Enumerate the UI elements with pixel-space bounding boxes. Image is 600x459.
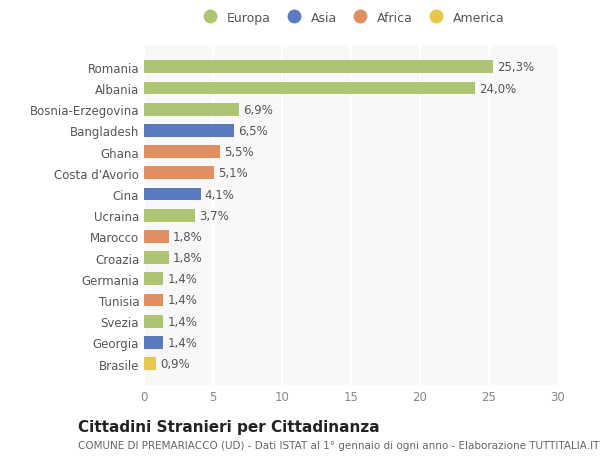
Text: 5,1%: 5,1% [218, 167, 248, 180]
Bar [144, 146, 220, 159]
Text: 25,3%: 25,3% [497, 61, 535, 74]
Bar [144, 104, 239, 116]
Text: 0,9%: 0,9% [161, 357, 190, 370]
Bar [144, 125, 234, 138]
Text: Cittadini Stranieri per Cittadinanza: Cittadini Stranieri per Cittadinanza [78, 419, 380, 434]
Text: 1,4%: 1,4% [167, 336, 197, 349]
Text: 3,7%: 3,7% [199, 209, 229, 222]
Bar [144, 209, 195, 222]
Bar [144, 273, 163, 285]
Text: 1,4%: 1,4% [167, 315, 197, 328]
Bar [144, 358, 157, 370]
Text: 1,4%: 1,4% [167, 294, 197, 307]
Text: 5,5%: 5,5% [224, 146, 254, 159]
Bar [144, 315, 163, 328]
Text: 1,8%: 1,8% [173, 252, 203, 264]
Text: 1,8%: 1,8% [173, 230, 203, 243]
Bar [144, 167, 214, 180]
Legend: Europa, Asia, Africa, America: Europa, Asia, Africa, America [193, 8, 509, 28]
Text: 1,4%: 1,4% [167, 273, 197, 285]
Text: COMUNE DI PREMARIACCO (UD) - Dati ISTAT al 1° gennaio di ogni anno - Elaborazion: COMUNE DI PREMARIACCO (UD) - Dati ISTAT … [78, 440, 599, 450]
Text: 6,5%: 6,5% [238, 125, 268, 138]
Text: 4,1%: 4,1% [205, 188, 235, 201]
Text: 6,9%: 6,9% [244, 103, 273, 117]
Bar [144, 83, 475, 95]
Text: 24,0%: 24,0% [479, 82, 517, 95]
Bar [144, 230, 169, 243]
Bar [144, 188, 200, 201]
Bar [144, 294, 163, 307]
Bar [144, 336, 163, 349]
Bar [144, 62, 493, 74]
Bar [144, 252, 169, 264]
